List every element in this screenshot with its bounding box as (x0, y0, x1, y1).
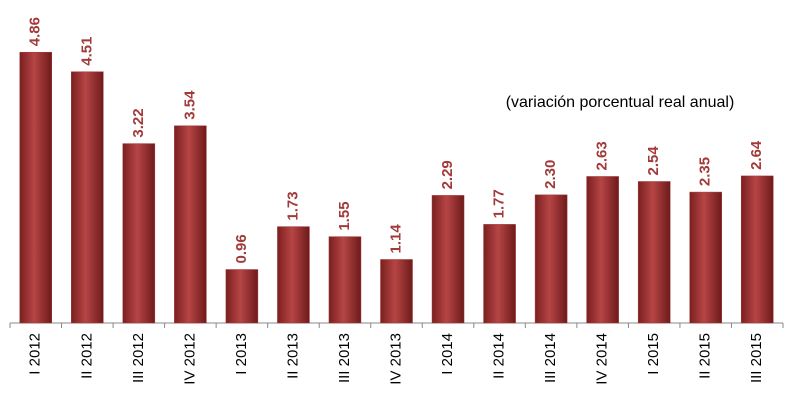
x-tick-label: II 2015 (697, 333, 714, 379)
data-label: 3.22 (130, 108, 147, 137)
x-tick-label: II 2013 (284, 333, 301, 379)
bar (637, 181, 671, 324)
bar (586, 176, 619, 324)
data-label: 4.51 (78, 37, 95, 66)
data-label: 3.54 (181, 90, 198, 120)
data-label: 2.63 (594, 141, 611, 170)
bar (689, 191, 722, 324)
data-label: 1.55 (336, 201, 353, 230)
data-label: 2.29 (439, 160, 456, 189)
bar (225, 269, 259, 324)
bar (277, 226, 310, 324)
data-label: 1.14 (387, 224, 404, 254)
bar (534, 194, 568, 324)
x-tick-label: III 2015 (748, 333, 765, 383)
chart-subtitle: (variación porcentual real anual) (506, 94, 735, 111)
bar (328, 236, 362, 324)
x-tick-label: I 2012 (27, 333, 44, 375)
x-tick-label: II 2012 (78, 333, 95, 379)
x-tick-label: IV 2014 (594, 333, 611, 385)
data-label: 2.30 (542, 160, 559, 189)
data-label: 0.96 (233, 234, 250, 263)
bar (71, 71, 104, 324)
x-tick-label: I 2015 (645, 333, 662, 375)
bar (122, 143, 156, 324)
data-label: 1.73 (284, 191, 301, 220)
data-label: 2.64 (748, 140, 765, 170)
bar (483, 224, 516, 324)
data-label: 2.54 (645, 146, 662, 176)
x-tick-label: I 2013 (233, 333, 250, 375)
x-tick-label: III 2013 (336, 333, 353, 383)
bar (174, 125, 207, 324)
data-label: 4.86 (27, 17, 44, 46)
bar (431, 195, 465, 324)
data-label: 2.35 (697, 157, 714, 186)
bar (380, 259, 413, 324)
x-tick-label: II 2014 (491, 333, 508, 379)
bar (19, 51, 53, 324)
bar (740, 175, 774, 324)
x-tick-label: III 2012 (130, 333, 147, 383)
x-tick-label: IV 2012 (181, 333, 198, 385)
data-label: 1.77 (491, 189, 508, 218)
x-tick-label: III 2014 (542, 333, 559, 383)
x-tick-label: I 2014 (439, 333, 456, 375)
x-tick-label: IV 2013 (387, 333, 404, 385)
